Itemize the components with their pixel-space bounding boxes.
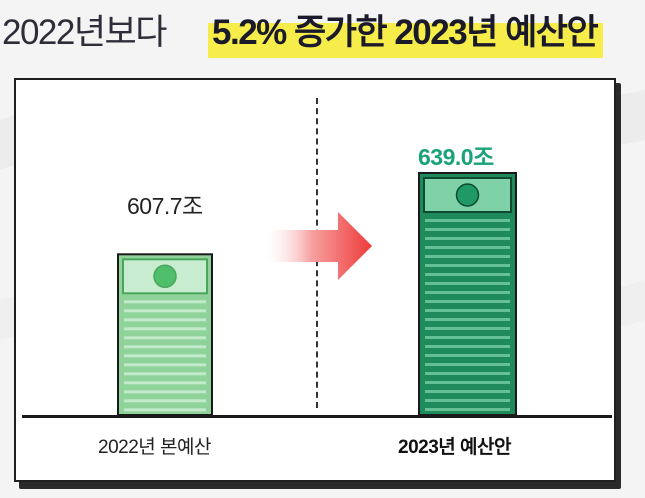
category-label-2022: 2022년 본예산 (98, 437, 211, 458)
category-label-2023: 2023년 예산안 (398, 437, 511, 458)
increase-arrow (262, 212, 372, 280)
page-title: 2022년보다 5.2% 증가한 2023년 예산안 (0, 4, 645, 64)
title-prefix: 2022년보다 (2, 13, 167, 52)
value-label-2023: 639.0조 (418, 144, 494, 170)
chart-baseline (22, 415, 612, 418)
bar-2022 (117, 253, 213, 416)
title-highlight: 5.2% 증가한 2023년 예산안 (208, 8, 604, 58)
bar-2023 (418, 172, 517, 416)
value-label-2022: 607.7조 (127, 193, 203, 219)
